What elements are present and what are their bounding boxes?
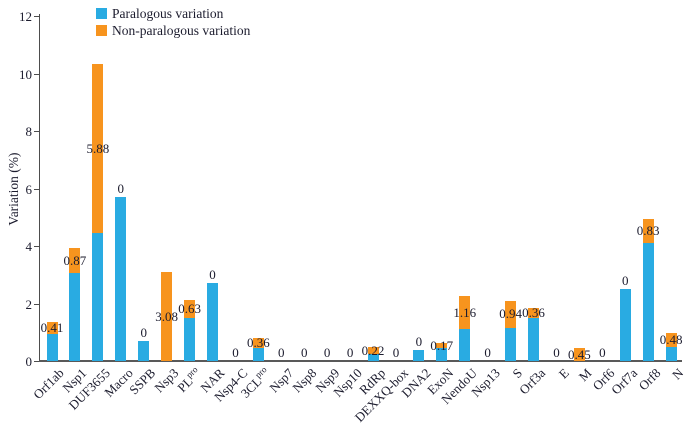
bar-value-label: 1.16 [453, 304, 477, 320]
y-axis-tick-label: 8 [25, 124, 33, 139]
y-axis-tick [34, 361, 39, 362]
y-axis-tick-label: 6 [25, 181, 33, 197]
bar-segment-paralogous [619, 289, 631, 361]
legend-item-paralogous: Paralogous variation [96, 5, 250, 21]
bar-segment-non-paralogous [573, 348, 585, 361]
bar-segment-non-paralogous [252, 337, 264, 349]
legend-label-paralogous: Paralogous variation [112, 5, 224, 21]
bar-segment-non-paralogous [367, 347, 379, 354]
y-axis-tick [34, 246, 39, 247]
bar-value-label: 0 [346, 345, 354, 360]
bar-value-label: 0.87 [63, 252, 87, 268]
bar-value-label: 0 [278, 345, 285, 360]
bar-segment-paralogous [138, 340, 150, 361]
bar-segment-non-paralogous [46, 321, 58, 334]
bar-value-label: 3.08 [155, 308, 179, 324]
bar-value-label: 0.45 [568, 346, 591, 362]
y-axis-tick-label: 4 [25, 239, 33, 254]
bar-segment-non-paralogous [161, 272, 173, 361]
y-axis-tick [34, 131, 39, 132]
y-axis-tick [34, 188, 39, 190]
y-axis-tick [34, 73, 39, 75]
y-axis-tick [34, 16, 39, 17]
bar-segment-non-paralogous [505, 300, 517, 328]
bar-value-label: 0.41 [40, 319, 64, 335]
bar-segment-non-paralogous [528, 307, 540, 318]
bar-segment-paralogous [69, 273, 81, 361]
bar-value-label: 0 [209, 267, 216, 283]
bar-value-label: 0 [484, 345, 491, 360]
bar-segment-paralogous [184, 317, 196, 361]
legend-label-non-paralogous: Non-paralogous variation [112, 22, 251, 38]
bar-value-label: 0 [415, 333, 423, 349]
bar-segment-non-paralogous [459, 296, 471, 330]
bar-segment-paralogous [505, 327, 517, 361]
x-axis-label: Orf8 [635, 365, 664, 394]
bar-segment-paralogous [367, 353, 379, 361]
bar-value-label: 0.22 [361, 342, 385, 358]
bar-segment-non-paralogous [436, 343, 448, 349]
x-axis-line [39, 360, 682, 362]
bar-segment-non-paralogous [184, 299, 196, 318]
bar-segment-paralogous [92, 233, 104, 361]
y-axis-tick-label: 2 [25, 296, 33, 312]
bar-segment-non-paralogous [665, 332, 677, 347]
bar-value-label: 0 [622, 273, 629, 289]
bar-segment-paralogous [459, 329, 471, 361]
x-axis-label-superscript: pro [184, 364, 201, 380]
bar-value-label: 0.36 [246, 334, 270, 350]
y-axis-tick-label: 12 [19, 9, 32, 24]
bar-value-label: 0.83 [636, 223, 660, 239]
bar-segment-paralogous [528, 317, 540, 361]
bar-value-label: 0.48 [659, 331, 683, 347]
bar-value-label: 0.36 [522, 304, 545, 320]
bar-segment-paralogous [115, 197, 127, 361]
legend-swatch-non-paralogous-icon [96, 24, 107, 36]
bar-value-label: 5.88 [86, 140, 110, 156]
bar-value-label: 0 [599, 345, 606, 360]
y-axis-line [39, 14, 40, 362]
x-axis-label: N [668, 365, 687, 383]
y-axis-tick-label: 10 [19, 66, 32, 82]
bar-segment-paralogous [665, 346, 677, 361]
legend-item-non-paralogous: Non-paralogous variation [96, 22, 250, 38]
bar-segment-paralogous [436, 348, 448, 361]
bar-segment-paralogous [413, 349, 425, 361]
bar-value-label: 0.94 [499, 306, 522, 322]
bar-segment-paralogous [207, 283, 218, 361]
bar-segment-non-paralogous [92, 64, 104, 234]
bar-value-label: 0 [553, 345, 560, 360]
y-axis-tick [34, 303, 39, 305]
bar-value-label: 0 [392, 345, 400, 360]
bar-value-label: 0 [140, 324, 147, 340]
legend-swatch-paralogous-icon [96, 7, 107, 19]
bar-segment-paralogous [642, 243, 654, 361]
x-axis-label-superscript: pro [253, 364, 269, 380]
bar-segment-non-paralogous [642, 219, 654, 244]
bar-segment-non-paralogous [69, 248, 81, 274]
bar-segment-paralogous [252, 348, 264, 361]
legend: Paralogous variation Non-paralogous vari… [96, 5, 250, 39]
bar-value-label: 0 [323, 345, 331, 360]
bar-value-label: 0.63 [178, 300, 201, 316]
bar-value-label: 0 [117, 181, 125, 197]
bar-value-label: 0 [232, 345, 239, 360]
y-axis-tick-label: 0 [25, 354, 33, 369]
bar-value-label: 0.17 [430, 337, 454, 353]
x-axis-label: E [555, 365, 572, 382]
bar-segment-paralogous [46, 333, 58, 361]
bar-value-label: 0 [300, 345, 308, 360]
x-axis-label: Orf3a [516, 365, 549, 398]
